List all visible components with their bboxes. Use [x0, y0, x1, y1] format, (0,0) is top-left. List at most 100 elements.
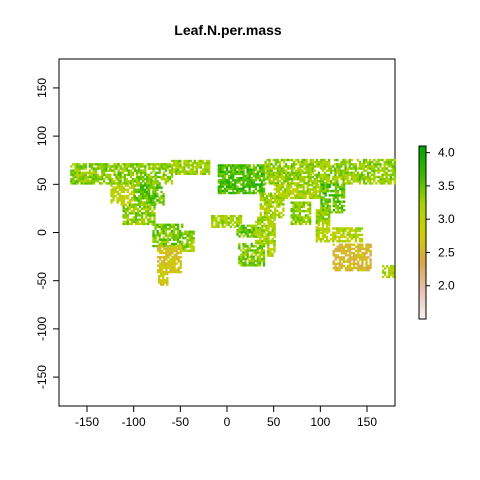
raster-cell	[154, 240, 157, 244]
raster-cell	[282, 203, 285, 206]
raster-cell	[221, 221, 224, 224]
raster-cell	[334, 180, 337, 183]
raster-cell	[150, 167, 153, 170]
raster-cell	[361, 251, 364, 255]
raster-cell	[119, 173, 122, 177]
raster-cell	[250, 235, 254, 238]
raster-cell	[154, 171, 157, 174]
raster-cell	[319, 175, 323, 179]
raster-cell	[354, 237, 358, 241]
raster-cell	[177, 266, 180, 270]
raster-cell	[296, 190, 299, 193]
raster-cell	[117, 163, 120, 166]
raster-cell	[188, 232, 191, 236]
raster-cell	[76, 165, 79, 168]
raster-cell	[70, 177, 73, 181]
raster-cell	[363, 266, 366, 270]
raster-cell	[145, 214, 148, 217]
raster-cell	[350, 175, 353, 179]
raster-cell	[117, 180, 120, 183]
raster-cell	[221, 223, 224, 226]
raster-cell	[336, 194, 340, 197]
raster-cell	[145, 190, 149, 194]
raster-cell	[137, 201, 141, 204]
raster-cell	[152, 190, 155, 194]
raster-cell	[334, 231, 337, 234]
raster-cell	[231, 219, 235, 222]
raster-cell	[117, 169, 120, 172]
legend-swatch	[419, 180, 426, 184]
raster-cell	[276, 194, 279, 198]
raster-cell	[133, 188, 137, 191]
raster-cell	[254, 168, 257, 171]
raster-cell	[313, 173, 316, 177]
raster-cell	[124, 194, 128, 198]
raster-cell	[225, 219, 228, 222]
raster-cell	[183, 172, 186, 175]
raster-cell	[173, 256, 176, 259]
legend-swatch	[419, 304, 426, 308]
raster-cell	[266, 177, 269, 181]
raster-cell	[185, 161, 188, 165]
raster-cell	[240, 262, 243, 265]
raster-cell	[239, 217, 243, 220]
raster-cell	[232, 189, 235, 193]
raster-cell	[179, 166, 182, 169]
raster-cell	[122, 209, 125, 213]
raster-cell	[162, 238, 165, 241]
raster-cell	[288, 190, 291, 193]
raster-cell	[256, 249, 260, 252]
raster-cell	[321, 158, 325, 162]
raster-cell	[186, 245, 189, 248]
raster-cell	[256, 164, 260, 167]
raster-cell	[315, 158, 319, 162]
raster-cell	[355, 249, 358, 253]
raster-cell	[361, 262, 364, 265]
raster-cell	[355, 262, 358, 265]
raster-cell	[348, 245, 352, 249]
raster-cell	[346, 240, 349, 243]
raster-cell	[385, 175, 388, 179]
raster-cell	[88, 171, 92, 174]
raster-cell	[391, 163, 394, 166]
raster-cell	[256, 257, 260, 261]
raster-cell	[254, 166, 257, 169]
raster-cell	[262, 245, 266, 248]
raster-cell	[321, 213, 325, 216]
raster-cell	[267, 250, 270, 253]
raster-cell	[334, 254, 337, 257]
raster-cell	[263, 224, 266, 228]
raster-cell	[148, 167, 151, 170]
raster-cell	[350, 256, 354, 259]
raster-cell	[334, 175, 337, 179]
raster-cell	[269, 209, 273, 212]
raster-cell	[280, 215, 283, 219]
raster-cell	[170, 232, 174, 235]
raster-cell	[140, 220, 144, 223]
raster-cell	[227, 174, 231, 178]
raster-cell	[319, 180, 323, 183]
raster-cell	[257, 231, 260, 234]
raster-cell	[262, 187, 266, 190]
raster-cell	[128, 199, 132, 202]
raster-cell	[96, 163, 100, 166]
raster-cell	[301, 180, 304, 183]
raster-cell	[107, 177, 110, 181]
raster-cell	[257, 216, 260, 219]
raster-cell	[248, 170, 251, 174]
raster-cell	[135, 177, 139, 181]
raster-cell	[246, 264, 249, 267]
raster-cell	[302, 218, 306, 221]
raster-cell	[179, 247, 182, 250]
raster-cell	[299, 160, 302, 164]
raster-cell	[334, 262, 337, 265]
raster-cell	[266, 175, 269, 179]
raster-cell	[168, 232, 172, 235]
raster-cell	[207, 168, 211, 171]
raster-cell	[150, 201, 153, 204]
raster-cell	[101, 175, 104, 179]
raster-cell	[385, 160, 388, 164]
raster-cell	[304, 194, 307, 197]
raster-cell	[265, 207, 269, 210]
raster-cell	[388, 273, 391, 276]
